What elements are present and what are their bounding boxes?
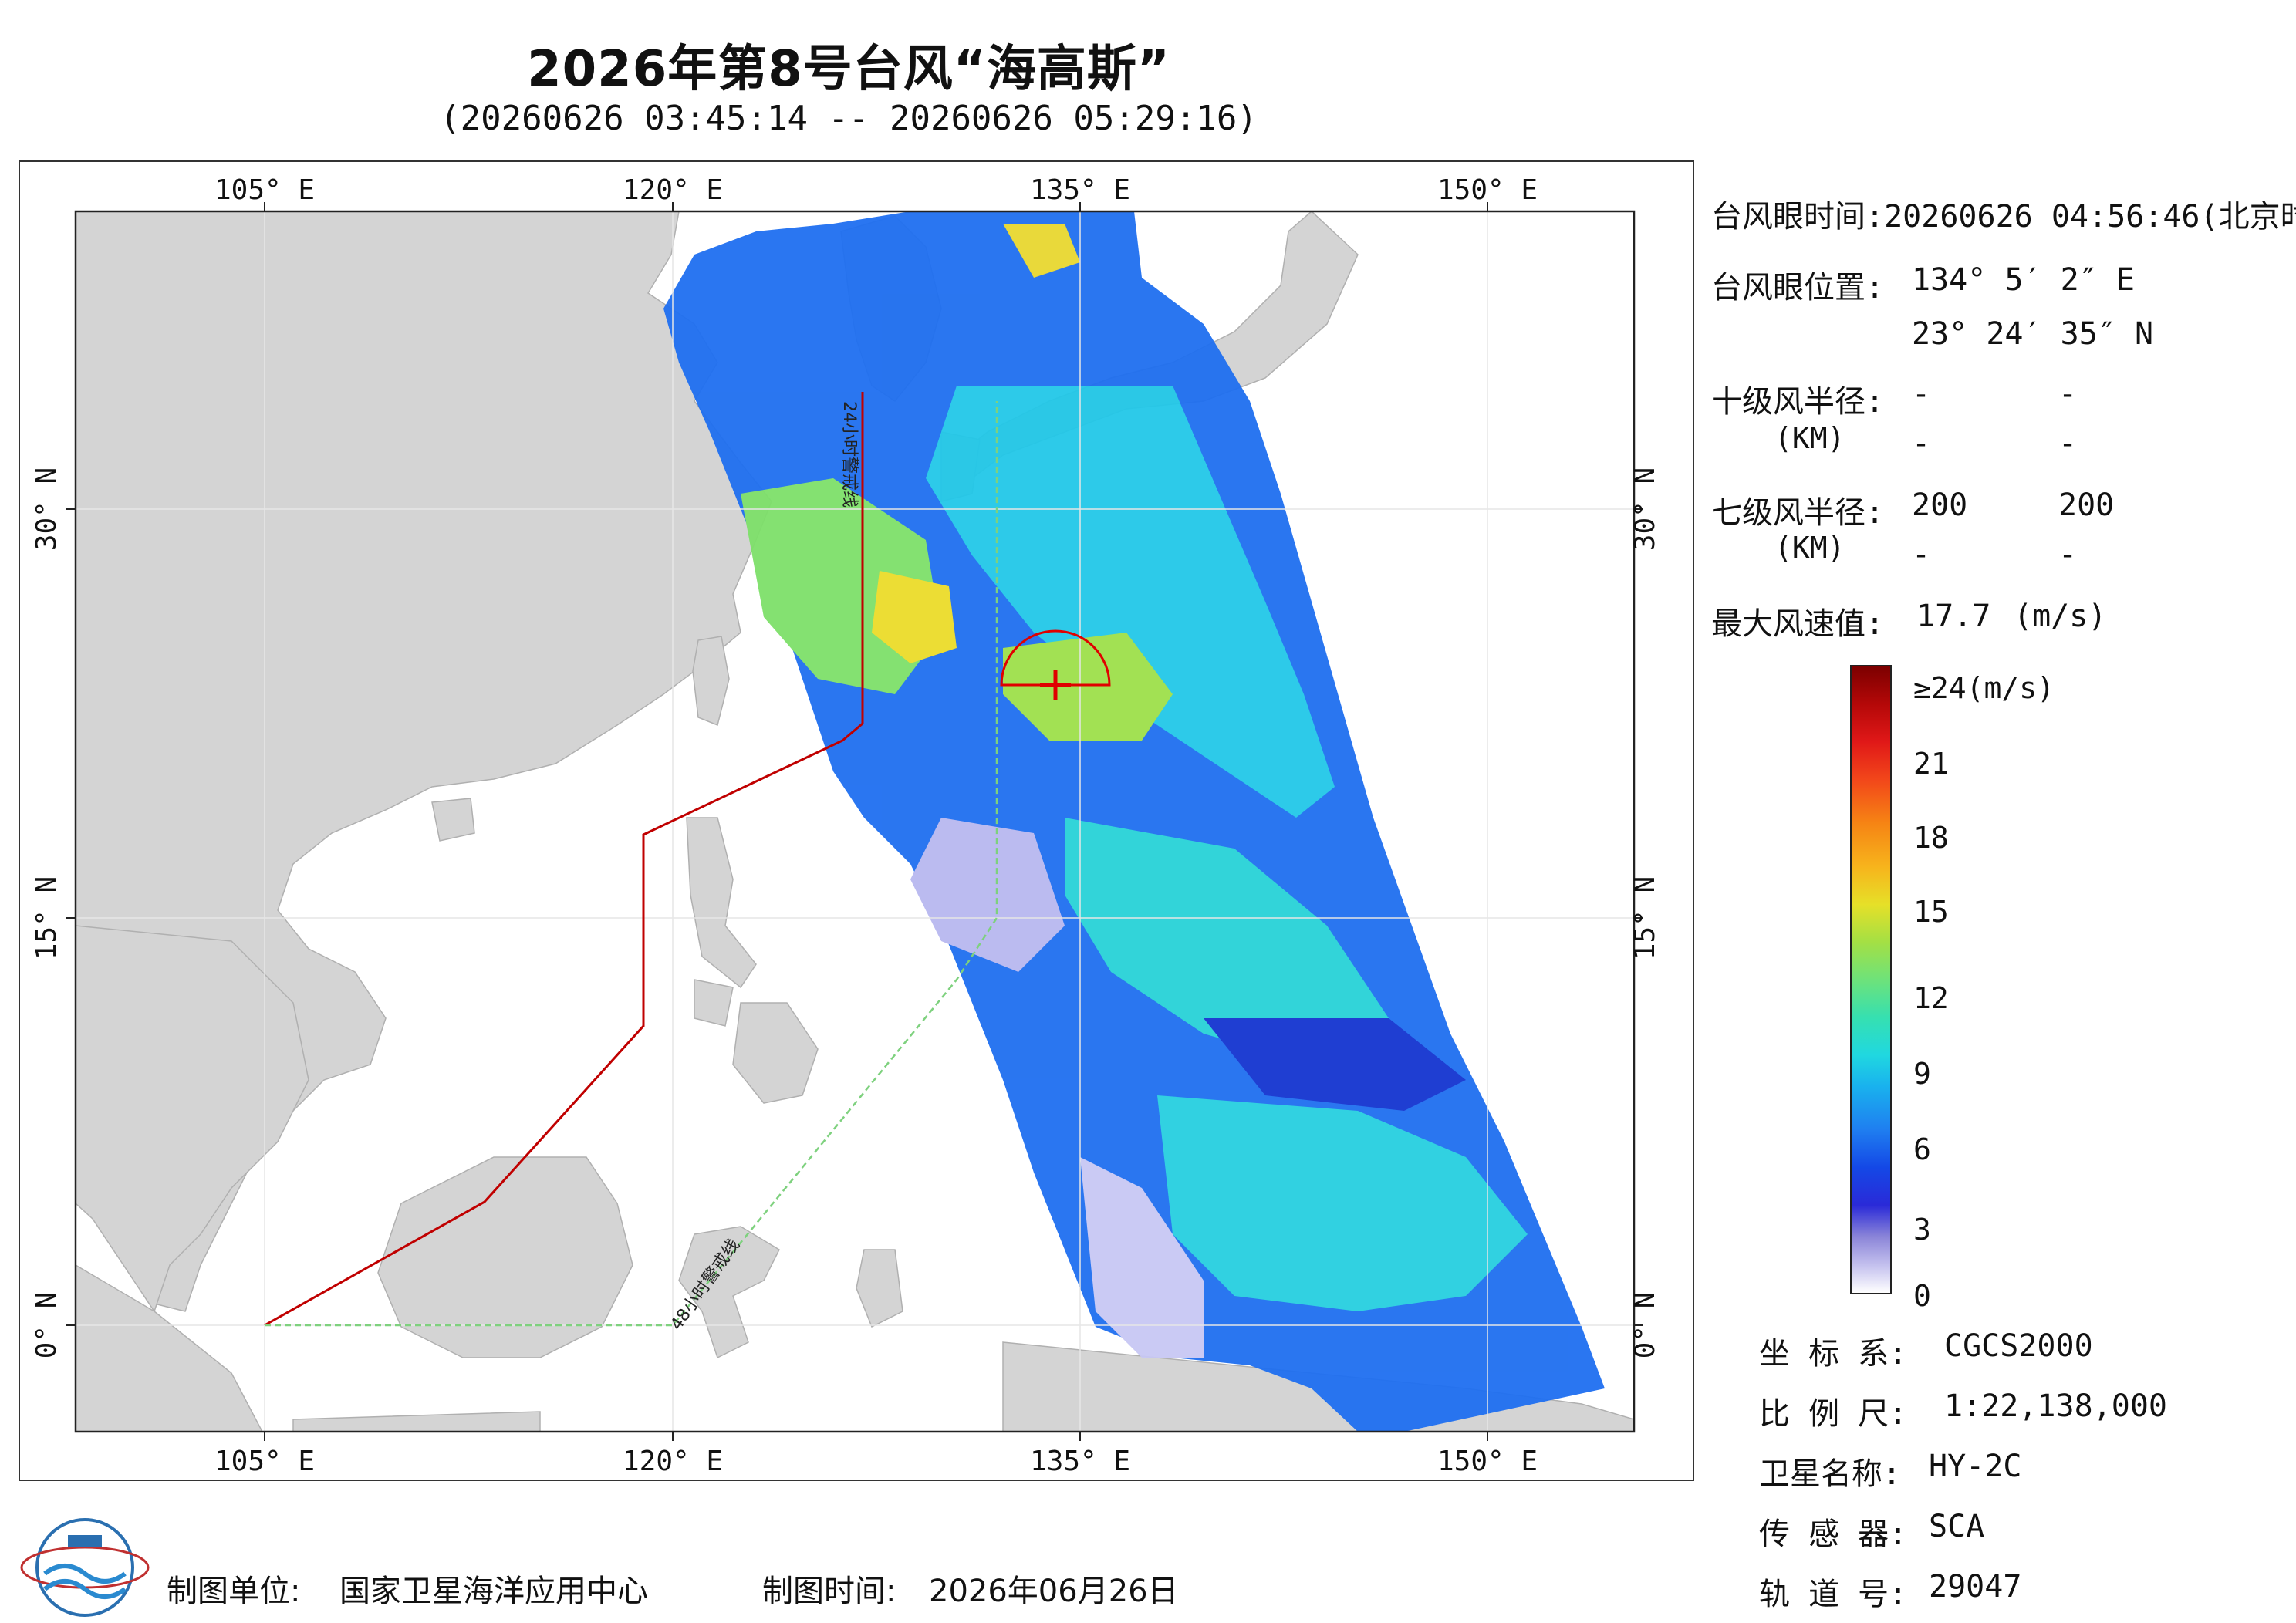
swath-green-2: [1003, 633, 1173, 741]
orbit-value: 29047: [1929, 1569, 2022, 1604]
colorbar-tick: 9: [1913, 1057, 1931, 1091]
land-sulawesi: [678, 1226, 780, 1359]
org-value: 国家卫星海洋应用中心: [339, 1574, 648, 1609]
r10-value: -: [1912, 376, 1931, 412]
lon-bottom-label: 105° E: [214, 1446, 315, 1477]
max-wind-unit: (m/s): [2014, 599, 2107, 634]
org-logo: [20, 1518, 150, 1617]
r7-value: 200: [2058, 488, 2115, 523]
lon-top-label: 120° E: [623, 174, 723, 206]
map-subtitle: (20260626 03:45:14 -- 20260626 05:29:16): [440, 99, 1258, 138]
warning-line-24h-label: 24小时警戒线: [839, 401, 859, 508]
swath-cyan-1: [926, 386, 1335, 818]
map-title: 2026年第8号台风“海高斯”: [527, 41, 1170, 98]
land-sumatra: [76, 1264, 263, 1432]
r10-label: 十级风半径:: [1711, 384, 1885, 420]
eye-pos-label: 台风眼位置:: [1711, 270, 1885, 305]
warning-line-24h: [264, 392, 864, 1327]
r7-value: -: [1912, 537, 1931, 572]
land-indochina: [76, 925, 309, 1313]
date-value: 2026年06月26日: [929, 1574, 1179, 1609]
r10-unit: (KM): [1774, 421, 1845, 455]
colorbar-tick: 15: [1913, 895, 1949, 929]
r7-label: 七级风半径:: [1711, 495, 1885, 531]
eye-time-value: 20260626 04:56:46(北京时): [1884, 199, 2296, 235]
colorbar-tick: 0: [1913, 1279, 1931, 1313]
land-taiwan: [692, 636, 730, 727]
lon-top-label: 135° E: [1030, 174, 1130, 206]
colorbar-tick: 6: [1913, 1132, 1931, 1166]
land-visayas: [694, 979, 734, 1027]
map-frame: [19, 160, 1694, 1481]
colorbar-top-label: ≥24(m/s): [1913, 671, 2055, 705]
coord-label: 坐 标 系:: [1759, 1336, 1908, 1372]
satellite-label: 卫星名称:: [1759, 1456, 1902, 1492]
swath-lightblue-2: [1080, 1157, 1204, 1358]
coord-value: CGCS2000: [1944, 1328, 2093, 1364]
lon-top-label: 150° E: [1437, 174, 1538, 206]
swath-darkblue-1: [1204, 1018, 1466, 1111]
colorbar-tick: 21: [1913, 747, 1949, 781]
colorbar-tick: 3: [1913, 1213, 1931, 1247]
sensor-value: SCA: [1929, 1509, 1985, 1544]
land-borneo: [377, 1156, 633, 1358]
eye-time-label: 台风眼时间:: [1711, 199, 1885, 235]
land-java: [292, 1411, 541, 1432]
lat-right-label: 30° N: [1629, 467, 1661, 551]
colorbar-tick: 12: [1913, 981, 1949, 1015]
r10-value: -: [2058, 376, 2078, 412]
max-wind-label: 最大风速值:: [1711, 606, 1885, 642]
wind-swath: [663, 211, 1605, 1432]
lon-bottom-label: 135° E: [1030, 1446, 1130, 1477]
swath-green-3: [1003, 224, 1080, 278]
orbit-label: 轨 道 号:: [1759, 1577, 1908, 1612]
satellite-value: HY-2C: [1929, 1449, 2022, 1484]
lon-top-label: 105° E: [214, 174, 315, 206]
lat-left-label: 15° N: [31, 876, 62, 960]
lat-right-label: 15° N: [1629, 876, 1661, 960]
lat-left-label: 0° N: [31, 1292, 62, 1359]
land-moluccas: [856, 1249, 903, 1328]
org-label: 制图单位:: [167, 1574, 301, 1609]
swath-lightblue-1: [910, 818, 1065, 972]
lon-bottom-label: 150° E: [1437, 1446, 1538, 1477]
swath-cyan-3: [1157, 1095, 1528, 1311]
land-luzon: [686, 817, 757, 989]
r10-value: -: [2058, 426, 2078, 461]
lat-left-label: 30° N: [31, 467, 62, 551]
tick-marks: [66, 202, 1643, 1441]
lon-bottom-label: 120° E: [623, 1446, 723, 1477]
swath-yellow-1: [872, 571, 957, 663]
r7-value: -: [2058, 537, 2078, 572]
r7-value: 200: [1912, 488, 1968, 523]
scale-value: 1:22,138,000: [1944, 1388, 2167, 1424]
lat-right-label: 0° N: [1629, 1292, 1661, 1359]
eye-lat-value: 23° 24′ 35″ N: [1912, 316, 2154, 352]
typhoon-eye-marker: [1000, 629, 1111, 700]
max-wind-value: 17.7: [1916, 599, 1991, 634]
land-hainan: [431, 798, 475, 842]
eye-time-row: 台风眼时间:20260626 04:56:46(北京时): [1711, 191, 2296, 236]
plot-border: [74, 210, 1636, 1433]
wind-speed-colorbar: [1850, 665, 1892, 1294]
eye-lon-value: 134° 5′ 2″ E: [1912, 262, 2135, 298]
warning-line-48h: [265, 401, 998, 1327]
colorbar-tick: 18: [1913, 821, 1949, 855]
land-mindanao: [732, 1002, 819, 1104]
scale-label: 比 例 尺:: [1759, 1396, 1908, 1432]
r7-unit: (KM): [1774, 531, 1845, 565]
sensor-label: 传 感 器:: [1759, 1517, 1908, 1552]
swath-cyan-2: [1065, 818, 1389, 1065]
r10-value: -: [1912, 426, 1931, 461]
date-label: 制图时间:: [762, 1574, 896, 1609]
graticule: [76, 211, 1634, 1432]
